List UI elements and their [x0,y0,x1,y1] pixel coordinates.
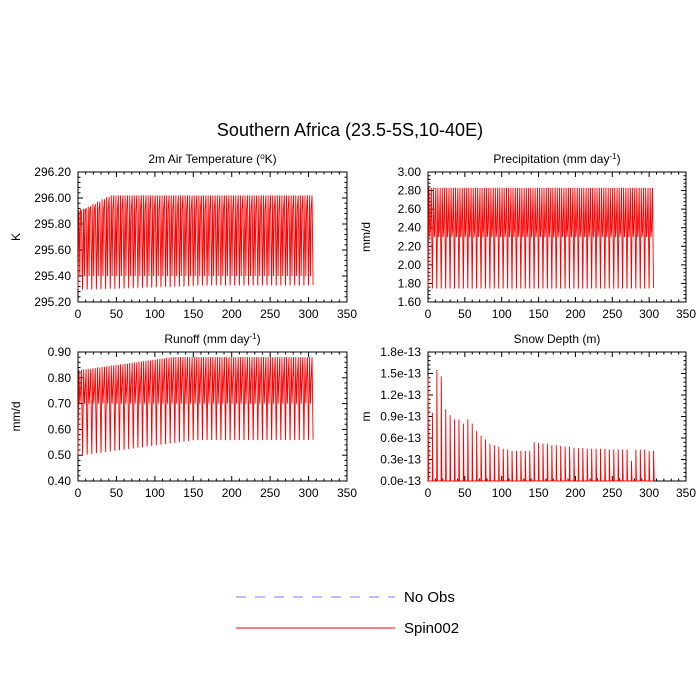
series-line-spin002 [427,187,654,289]
x-tick-label: 50 [458,486,472,500]
series-line-spin002 [427,369,655,482]
x-tick-label: 100 [492,307,512,321]
y-tick-label: 1.5e-13 [380,367,421,381]
x-tick-label: 150 [529,307,549,321]
y-tick-label: 296.00 [34,191,71,205]
x-tick-label: 100 [145,486,165,500]
plot-frame [427,351,687,482]
x-tick-label: 150 [529,486,549,500]
x-tick-label: 50 [110,307,124,321]
y-tick-label: 2.20 [398,239,422,253]
y-tick-label: 295.20 [34,295,71,309]
y-tick-label: 0.90 [48,345,72,359]
y-tick-label: 1.8e-13 [380,345,421,359]
y-tick-label: 0.80 [48,371,72,385]
y-axis-label: mm/d [9,402,23,432]
plot-frame [77,171,348,303]
y-tick-label: 0.60 [48,422,72,436]
x-tick-label: 350 [337,486,357,500]
y-tick-label: 0.3e-13 [380,453,421,467]
x-tick-label: 200 [565,486,585,500]
y-tick-label: 0.40 [48,474,72,488]
x-tick-label: 250 [260,307,280,321]
plot-frame [77,351,348,482]
x-tick-label: 350 [337,307,357,321]
x-tick-label: 150 [183,486,203,500]
y-tick-label: 0.0e-13 [380,474,421,488]
series-line-spin002 [77,195,314,291]
panel-runoff: 0 50 100 150 200 250 300 350 0.40 0.50 0.60 0.70 0.8… [9,332,357,501]
panel-title: Precipitation (mm day-1) [493,152,620,167]
series-line-spin002 [77,357,314,456]
panel-precipitation: 0 50 100 150 200 250 300 350 1.60 1.80 2.00 2.20 2.4… [359,152,696,322]
y-tick-label: 0.6e-13 [380,431,421,445]
legend-label-spin002: Spin002 [404,620,459,637]
y-axis-label: K [9,233,23,241]
legend-label-no-obs: No Obs [404,589,455,606]
panel-temperature: 0 50 100 150 200 250 300 350 295.20 295.40 295.60 2… [9,152,357,322]
y-tick-label: 2.40 [398,221,422,235]
y-tick-label: 295.60 [34,243,71,257]
x-tick-label: 200 [222,486,242,500]
panel-snow-depth: 0 50 100 150 200 250 300 350 0.0e-13 0.3e-13 0.6e-… [359,332,696,500]
plot-frame [427,171,687,303]
y-tick-label: 1.2e-13 [380,388,421,402]
x-tick-label: 50 [458,307,472,321]
y-tick-label: 295.80 [34,217,71,231]
figure-title: Southern Africa (23.5-5S,10-40E) [217,120,483,140]
x-tick-label: 350 [676,486,696,500]
x-tick-label: 150 [183,307,203,321]
y-tick-label: 1.60 [398,295,422,309]
x-tick-label: 300 [299,307,319,321]
y-tick-label: 2.00 [398,258,422,272]
x-tick-label: 300 [639,486,659,500]
x-tick-label: 250 [602,486,622,500]
y-tick-label: 1.80 [398,276,422,290]
x-tick-label: 100 [145,307,165,321]
x-tick-label: 0 [75,307,82,321]
panel-title: 2m Air Temperature (oK) [148,152,276,167]
x-tick-label: 0 [425,307,432,321]
y-tick-label: 2.80 [398,184,422,198]
x-tick-label: 0 [75,486,82,500]
y-tick-label: 0.9e-13 [380,410,421,424]
y-tick-label: 0.50 [48,448,72,462]
panel-title: Snow Depth (m) [514,332,601,346]
x-tick-label: 250 [602,307,622,321]
y-tick-label: 2.60 [398,202,422,216]
x-tick-label: 350 [676,307,696,321]
y-axis-label: mm/d [359,222,373,252]
x-tick-label: 0 [425,486,432,500]
figure-legend: No Obs Spin002 [236,589,459,637]
x-tick-label: 300 [639,307,659,321]
y-tick-label: 0.70 [48,397,72,411]
y-tick-label: 296.20 [34,165,71,179]
panel-title: Runoff (mm day-1) [164,332,260,347]
x-tick-label: 50 [110,486,124,500]
y-tick-label: 3.00 [398,165,422,179]
chart-panels: 0 50 100 150 200 250 300 350 295.20 295.40 295.60 2… [9,152,696,501]
y-tick-label: 295.40 [34,269,71,283]
x-tick-label: 200 [565,307,585,321]
x-tick-label: 200 [222,307,242,321]
x-tick-label: 250 [260,486,280,500]
x-tick-label: 300 [299,486,319,500]
y-axis-label: m [359,412,373,422]
x-tick-label: 100 [492,486,512,500]
